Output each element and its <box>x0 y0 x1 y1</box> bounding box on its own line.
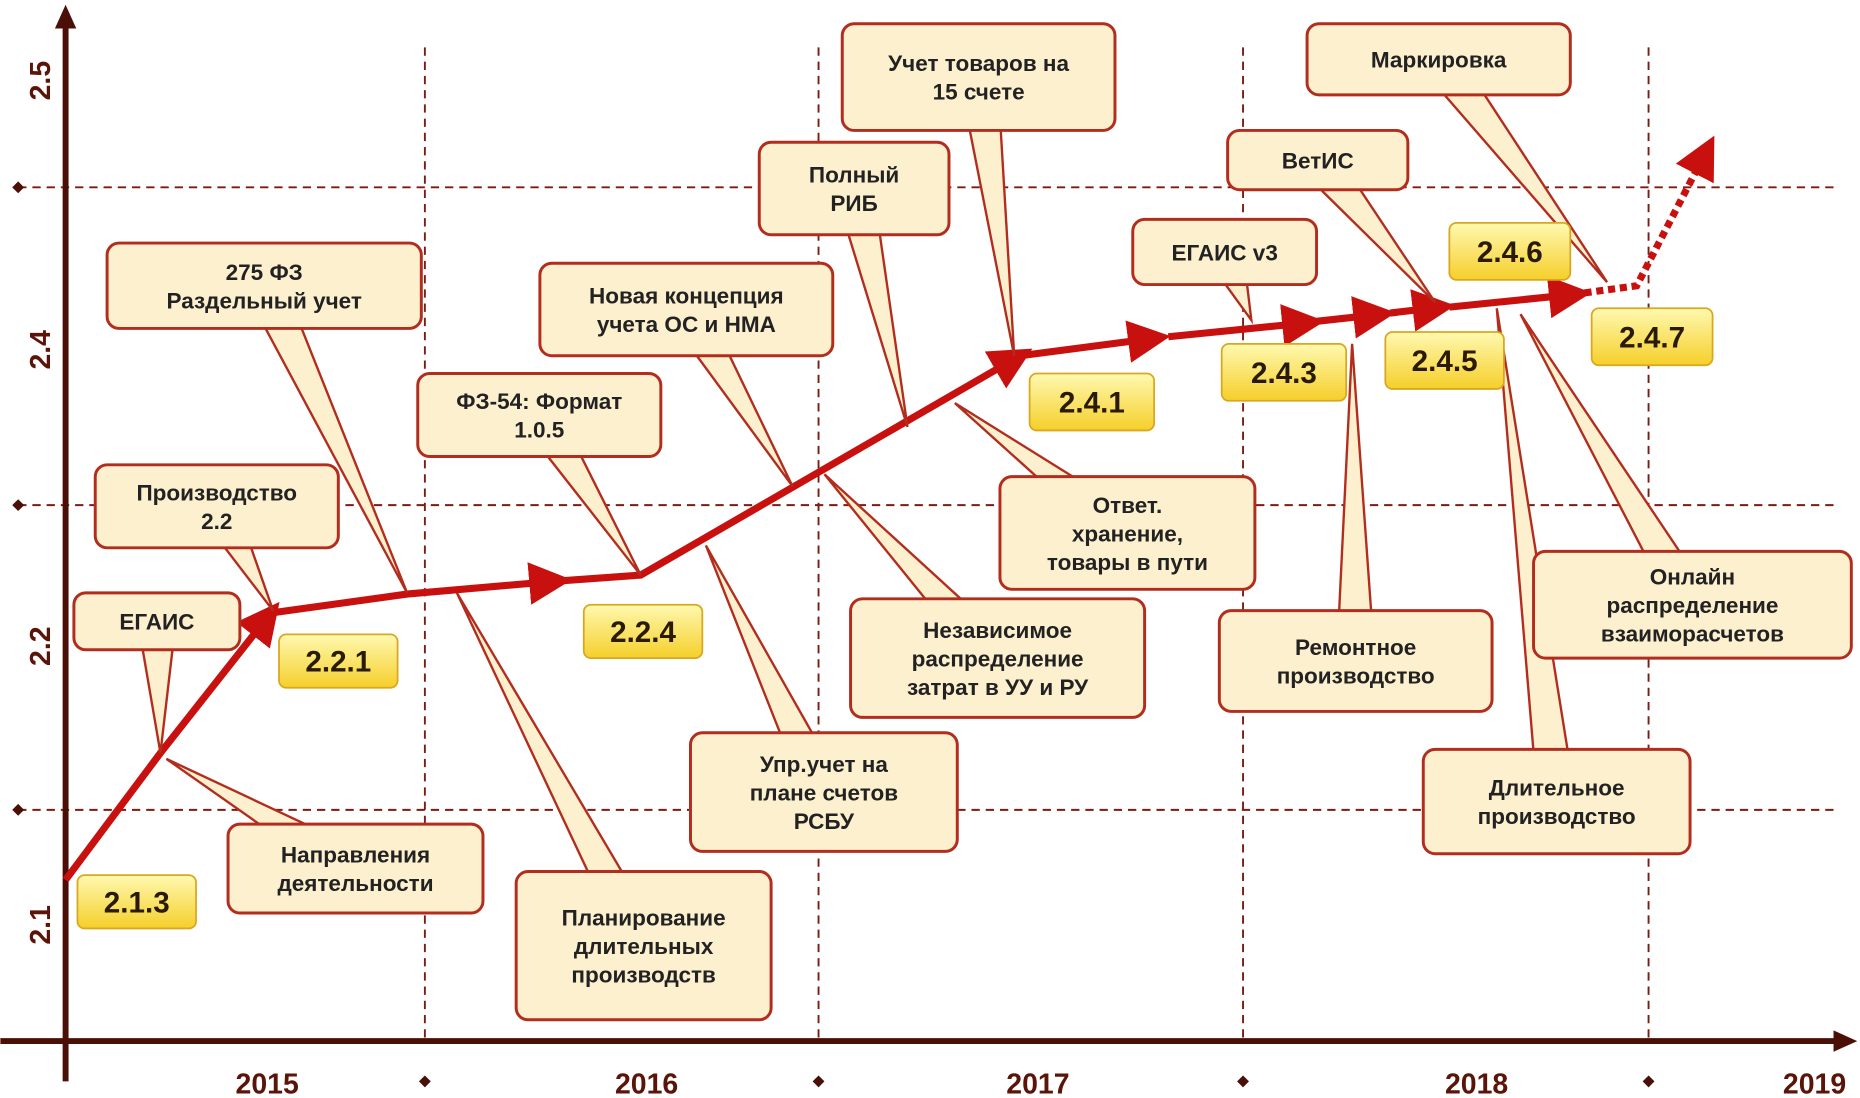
trend-segment <box>1390 307 1441 313</box>
callout-text: хранение, <box>1072 521 1183 546</box>
version-label: 2.4.6 <box>1477 236 1543 269</box>
callout-text: РИБ <box>830 191 877 216</box>
callout-text: Упр.учет на <box>760 752 888 777</box>
callout-text: Направления <box>281 843 430 868</box>
y-axis-label: 2.5 <box>25 61 57 101</box>
trend-segment <box>1168 323 1310 337</box>
callout-text: Ремонтное <box>1295 635 1416 660</box>
callout-text: взаиморасчетов <box>1601 621 1784 646</box>
callout-box <box>842 24 1115 131</box>
version-label: 2.4.7 <box>1619 321 1685 354</box>
callout-text: деятельности <box>277 871 433 896</box>
callout-text: Онлайн <box>1650 565 1735 590</box>
y-axis-label: 2.2 <box>25 626 57 666</box>
timeline-diagram: 2.12.22.42.520152016201720182019ЕГАИСПро… <box>0 0 1860 1098</box>
callout-text: Планирование <box>562 905 726 930</box>
callout-box <box>1423 749 1690 853</box>
callout: ФЗ-54: Формат 1.0.5 <box>418 374 661 576</box>
callout: Направления деятельности <box>166 759 483 913</box>
callout: ЕГАИС v3 <box>1133 219 1317 320</box>
axis-arrow <box>55 5 76 29</box>
callout-text: товары в пути <box>1047 550 1208 575</box>
callout-text: ЕГАИС <box>119 610 194 635</box>
x-axis-label: 2016 <box>615 1068 678 1098</box>
x-axis-label: 2019 <box>1783 1068 1846 1098</box>
callout-box <box>107 243 421 328</box>
version-label: 2.2.4 <box>610 616 676 649</box>
callout-text: Производство <box>136 480 297 505</box>
callout-text: распределение <box>912 646 1084 671</box>
callout-text: Независимое <box>923 618 1072 643</box>
grid-marker <box>1643 1075 1655 1087</box>
callout-text: Полный <box>809 163 899 188</box>
grid-marker <box>419 1075 431 1087</box>
callout-text: длительных <box>574 934 714 959</box>
grid-marker <box>12 804 24 816</box>
callout-box <box>95 465 338 548</box>
callout-text: производство <box>1277 664 1435 689</box>
callout: Производство 2.2 <box>95 465 338 611</box>
callout-text: ВетИС <box>1282 148 1354 173</box>
callout-text: 275 ФЗ <box>226 260 303 285</box>
callout-text: ФЗ-54: Формат <box>456 389 622 414</box>
callouts: ЕГАИС Производство 2.2 275 ФЗ Раздельный уче… <box>74 24 1851 1020</box>
callout-text: Ответ. <box>1093 493 1163 518</box>
callout-text: Раздельный учет <box>166 288 361 313</box>
callout-text: РСБУ <box>794 809 855 834</box>
trend-segment <box>271 581 558 613</box>
grid-marker <box>1237 1075 1249 1087</box>
version-label: 2.4.5 <box>1412 345 1478 378</box>
callout-box <box>759 142 949 234</box>
callout: ЕГАИС <box>74 593 240 753</box>
callout-text: 15 счете <box>933 80 1025 105</box>
x-axis-label: 2018 <box>1445 1068 1508 1098</box>
version-label: 2.4.1 <box>1059 387 1125 420</box>
callout-box <box>1219 611 1492 712</box>
callout-text: производство <box>1478 804 1636 829</box>
x-axis-label: 2017 <box>1006 1068 1069 1098</box>
callout-text: Маркировка <box>1371 48 1507 73</box>
x-axis-label: 2015 <box>236 1068 299 1098</box>
callout-text: производств <box>571 962 716 987</box>
callout-text: 2.2 <box>201 509 232 534</box>
version-label: 2.2.1 <box>305 646 371 679</box>
callout-text: распределение <box>1606 593 1778 618</box>
callout-text: Длительное <box>1489 776 1625 801</box>
version-label: 2.4.3 <box>1251 357 1317 390</box>
trend-segment <box>1449 294 1577 307</box>
trend-segment <box>1020 338 1156 356</box>
grid-marker <box>813 1075 825 1087</box>
grid-marker <box>12 181 24 193</box>
y-axis-label: 2.1 <box>25 905 57 945</box>
callout-text: 1.0.5 <box>514 418 564 443</box>
callout-box <box>228 824 483 913</box>
callout-text: плане счетов <box>750 780 898 805</box>
callout-box <box>540 263 833 355</box>
grid-marker <box>12 499 24 511</box>
callout-text: учета ОС и НМА <box>597 312 776 337</box>
callout-text: Учет товаров на <box>888 51 1069 76</box>
callout-box <box>418 374 661 457</box>
axis-arrow <box>1834 1030 1858 1051</box>
version-label: 2.1.3 <box>104 886 170 919</box>
trend-segment <box>1317 314 1382 321</box>
y-axis-label: 2.4 <box>25 330 57 370</box>
callout-text: затрат в УУ и РУ <box>907 675 1089 700</box>
callout-text: ЕГАИС v3 <box>1171 240 1277 265</box>
trend-forecast <box>1585 148 1708 293</box>
callout-text: Новая концепция <box>589 284 784 309</box>
